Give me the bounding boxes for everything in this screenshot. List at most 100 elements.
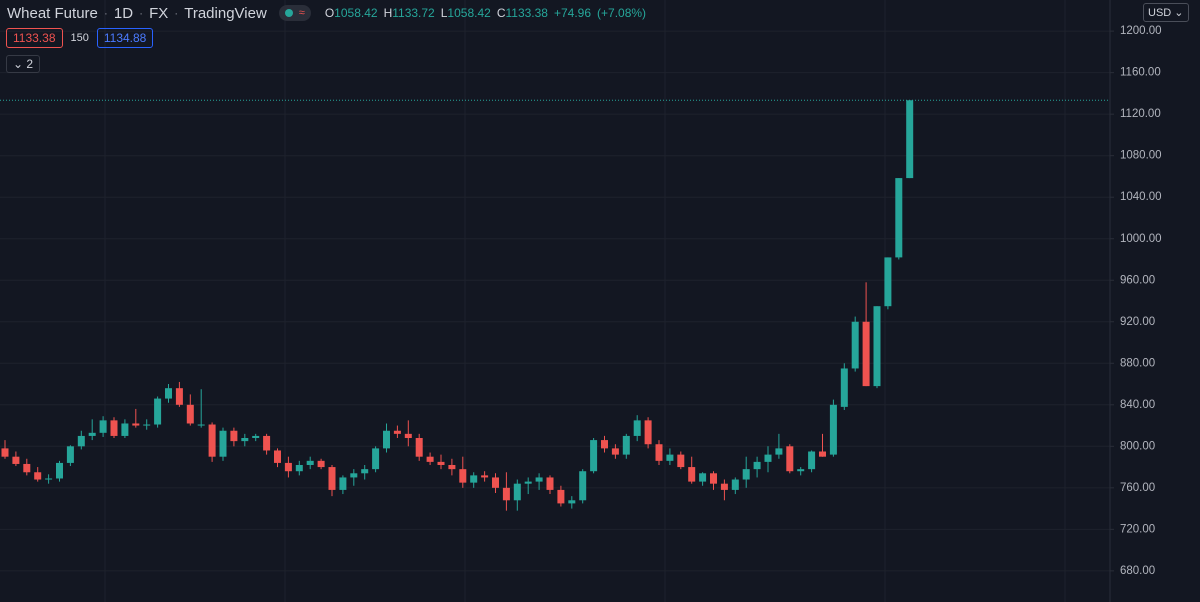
y-tick-label: 1160.00 bbox=[1120, 67, 1161, 79]
candle-body bbox=[677, 454, 685, 468]
candle-body bbox=[633, 420, 641, 436]
candle-body bbox=[132, 423, 140, 426]
candle-body bbox=[481, 475, 489, 478]
candle-body bbox=[851, 321, 859, 369]
legend-key: C bbox=[496, 6, 506, 20]
candle-body bbox=[655, 444, 663, 461]
candle-body bbox=[295, 464, 303, 472]
status-icon: ≈ bbox=[298, 7, 305, 19]
candle-body bbox=[219, 430, 227, 457]
candle-body bbox=[895, 178, 903, 258]
candle-body bbox=[797, 469, 805, 472]
separator: · bbox=[139, 6, 144, 20]
legend-key: L bbox=[440, 6, 448, 20]
quote-tags: 1133.38 150 1134.88 bbox=[6, 28, 154, 48]
candle-body bbox=[829, 404, 837, 455]
candle-body bbox=[470, 475, 478, 483]
candle-body bbox=[66, 446, 74, 463]
y-tick-label: 720.00 bbox=[1120, 523, 1155, 535]
candle-body bbox=[1, 448, 9, 457]
candle-body bbox=[426, 456, 434, 462]
source: TradingView bbox=[184, 4, 267, 22]
y-tick-label: 920.00 bbox=[1120, 316, 1155, 328]
candle-body bbox=[448, 464, 456, 470]
y-tick-label: 680.00 bbox=[1120, 565, 1155, 577]
candle-body bbox=[611, 448, 619, 455]
candle-body bbox=[720, 483, 728, 490]
legend-value: 1133.38 bbox=[505, 6, 548, 20]
candle-body bbox=[339, 477, 347, 490]
y-tick-label: 960.00 bbox=[1120, 274, 1155, 286]
candle-body bbox=[186, 404, 194, 424]
candle-body bbox=[110, 420, 118, 436]
candle-body bbox=[56, 462, 63, 479]
indicators-toggle[interactable]: ⌄ 2 bbox=[6, 55, 41, 73]
y-tick-label: 840.00 bbox=[1120, 399, 1155, 411]
candle-body bbox=[263, 435, 271, 451]
legend-change: +74.96 bbox=[553, 6, 592, 20]
candle-body bbox=[742, 469, 750, 480]
candle-body bbox=[350, 473, 358, 478]
candle-body bbox=[546, 477, 554, 490]
candle-body bbox=[175, 388, 183, 405]
candle-body bbox=[317, 460, 325, 468]
candle-body bbox=[786, 446, 794, 472]
y-tick-label: 1080.00 bbox=[1120, 150, 1162, 162]
y-tick-label: 800.00 bbox=[1120, 440, 1155, 452]
spread: 150 bbox=[70, 32, 89, 44]
chevron-icon: ⌄ bbox=[1171, 7, 1184, 19]
interval[interactable]: 1D bbox=[113, 4, 134, 22]
candle-body bbox=[88, 432, 96, 436]
candle-body bbox=[372, 448, 380, 470]
legend-value: 1058.42 bbox=[334, 6, 378, 20]
separator: · bbox=[174, 6, 179, 20]
candle-body bbox=[873, 306, 881, 387]
sell-price[interactable]: 1133.38 bbox=[6, 28, 63, 48]
candle-body bbox=[840, 368, 848, 407]
candle-body bbox=[710, 473, 717, 484]
buy-price[interactable]: 1134.88 bbox=[96, 28, 154, 48]
candle-body bbox=[284, 462, 292, 472]
candle-body bbox=[590, 440, 598, 472]
candle-body bbox=[383, 430, 390, 449]
candle-body bbox=[753, 461, 761, 470]
y-tick-label: 1120.00 bbox=[1120, 108, 1161, 120]
candle-body bbox=[241, 438, 249, 442]
candle-body bbox=[764, 454, 772, 462]
symbol-title[interactable]: Wheat Future bbox=[7, 4, 98, 22]
legend-change-pct: (+7.08%) bbox=[597, 6, 647, 20]
indicators-count: 2 bbox=[26, 57, 34, 71]
y-tick-label: 1040.00 bbox=[1120, 191, 1162, 203]
candle-body bbox=[557, 489, 565, 504]
candle-body bbox=[819, 451, 826, 457]
y-tick-label: 760.00 bbox=[1120, 482, 1155, 494]
candle-body bbox=[492, 477, 499, 488]
chart-header: Wheat Future · 1D · FX · TradingView ≈ O… bbox=[7, 3, 646, 23]
status-pill[interactable]: ≈ bbox=[278, 5, 311, 21]
currency-select[interactable]: USD ⌄ bbox=[1143, 3, 1189, 22]
candle-body bbox=[154, 398, 162, 425]
candle-body bbox=[502, 487, 510, 501]
candle-body bbox=[601, 440, 608, 449]
candle-body bbox=[622, 435, 630, 455]
candle-body bbox=[23, 463, 31, 473]
candle-body bbox=[361, 469, 369, 474]
separator: · bbox=[103, 6, 108, 20]
candle-body bbox=[197, 424, 205, 426]
candle-body bbox=[99, 420, 107, 433]
legend-key: H bbox=[383, 6, 393, 20]
candle-body bbox=[666, 454, 674, 461]
legend-key: O bbox=[324, 6, 335, 20]
y-tick-label: 880.00 bbox=[1120, 357, 1155, 369]
exchange: FX bbox=[149, 4, 169, 22]
legend-value: 1133.72 bbox=[392, 6, 435, 20]
candle-body bbox=[252, 435, 260, 439]
candle-body bbox=[699, 473, 707, 482]
candle-body bbox=[328, 467, 336, 490]
candle-body bbox=[121, 423, 129, 436]
candle-body bbox=[77, 435, 85, 447]
candle-body bbox=[884, 257, 892, 307]
y-tick-label: 1200.00 bbox=[1120, 25, 1162, 37]
candle-body bbox=[644, 420, 652, 445]
